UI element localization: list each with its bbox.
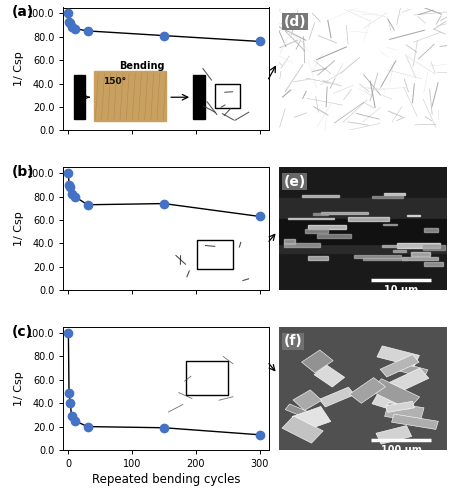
Bar (347, 217, 388, 220)
Bar (384, 192, 404, 194)
Bar (312, 213, 327, 215)
Bar (292, 390, 321, 410)
Bar (391, 250, 405, 252)
Bar (308, 256, 327, 260)
Bar (385, 402, 414, 412)
Text: (b): (b) (12, 165, 34, 179)
Bar (396, 244, 439, 248)
Bar (384, 402, 423, 421)
Bar (423, 228, 437, 232)
Bar (320, 212, 367, 214)
Bar (376, 346, 419, 366)
Bar (363, 258, 406, 260)
Bar (281, 416, 322, 443)
Bar (406, 214, 419, 216)
Bar (371, 390, 405, 412)
Text: (c): (c) (12, 324, 33, 338)
Bar (423, 262, 442, 266)
Bar (379, 354, 418, 377)
Y-axis label: 1/ Csp: 1/ Csp (14, 371, 24, 406)
Y-axis label: 1/ Csp: 1/ Csp (14, 52, 24, 86)
Bar (313, 365, 344, 387)
Bar (375, 426, 411, 444)
Bar (371, 196, 402, 198)
Text: 10 μm: 10 μm (383, 286, 417, 296)
Text: (d): (d) (283, 15, 306, 29)
Bar (291, 406, 330, 432)
Text: (a): (a) (12, 5, 34, 19)
Bar (278, 219, 446, 244)
Y-axis label: 1/ Csp: 1/ Csp (14, 212, 24, 246)
Text: 10 μm: 10 μm (383, 126, 417, 136)
Bar (391, 414, 437, 430)
Text: 100 μm: 100 μm (380, 445, 420, 455)
Bar (283, 243, 320, 247)
Bar (354, 255, 400, 258)
Text: (f): (f) (283, 334, 302, 348)
Bar (380, 368, 428, 397)
Bar (301, 350, 332, 373)
Bar (285, 404, 324, 424)
Bar (278, 198, 446, 254)
Bar (410, 252, 429, 256)
X-axis label: Repeated bending cycles: Repeated bending cycles (92, 473, 240, 486)
Bar (301, 195, 338, 198)
Bar (316, 234, 350, 237)
Bar (382, 224, 396, 225)
Bar (369, 378, 419, 410)
Bar (422, 245, 444, 250)
Bar (318, 387, 354, 407)
Bar (392, 362, 427, 378)
Bar (304, 228, 327, 234)
Text: (e): (e) (283, 174, 305, 188)
Bar (349, 378, 385, 404)
Bar (288, 218, 333, 219)
Bar (307, 224, 345, 230)
Bar (401, 257, 437, 260)
Bar (283, 239, 294, 244)
